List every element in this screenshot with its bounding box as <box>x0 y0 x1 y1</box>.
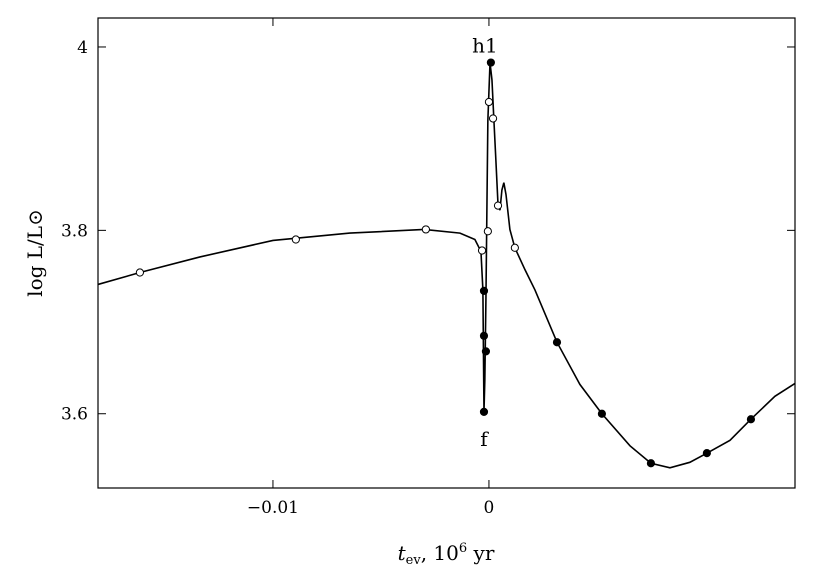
annotation: f <box>480 427 489 451</box>
marker <box>552 338 562 347</box>
y-tick-label: 4 <box>77 38 88 58</box>
curve <box>97 62 796 469</box>
y-tick-label: 3.6 <box>61 405 88 425</box>
marker <box>477 246 487 255</box>
marker <box>421 225 430 234</box>
x-label-part: ev <box>406 553 422 568</box>
x-label-part: 6 <box>459 541 467 556</box>
marker <box>746 415 756 424</box>
marker <box>488 114 498 123</box>
x-tick-label: 0 <box>484 498 495 518</box>
y-tick-label: 3.8 <box>61 221 88 241</box>
marker <box>481 347 491 356</box>
y-axis-label: log L/L⊙ <box>23 209 47 297</box>
marker <box>484 97 494 107</box>
plot-frame <box>97 17 796 489</box>
marker <box>510 243 519 252</box>
x-label-part: t <box>398 541 407 565</box>
marker <box>702 449 711 458</box>
marker <box>597 409 607 418</box>
marker <box>479 286 489 295</box>
marker <box>135 268 145 277</box>
annotation: h1 <box>472 34 498 58</box>
x-tick-label: −0.01 <box>247 498 299 518</box>
marker <box>479 407 489 416</box>
marker <box>493 201 503 210</box>
x-label-part: yr <box>467 541 495 565</box>
x-axis-label: tev, 106 yr <box>398 541 495 568</box>
marker <box>479 331 489 340</box>
marker <box>646 459 656 468</box>
marker <box>291 235 300 244</box>
marker <box>483 227 492 236</box>
x-label-part: , 10 <box>421 541 459 565</box>
marker <box>486 58 495 67</box>
